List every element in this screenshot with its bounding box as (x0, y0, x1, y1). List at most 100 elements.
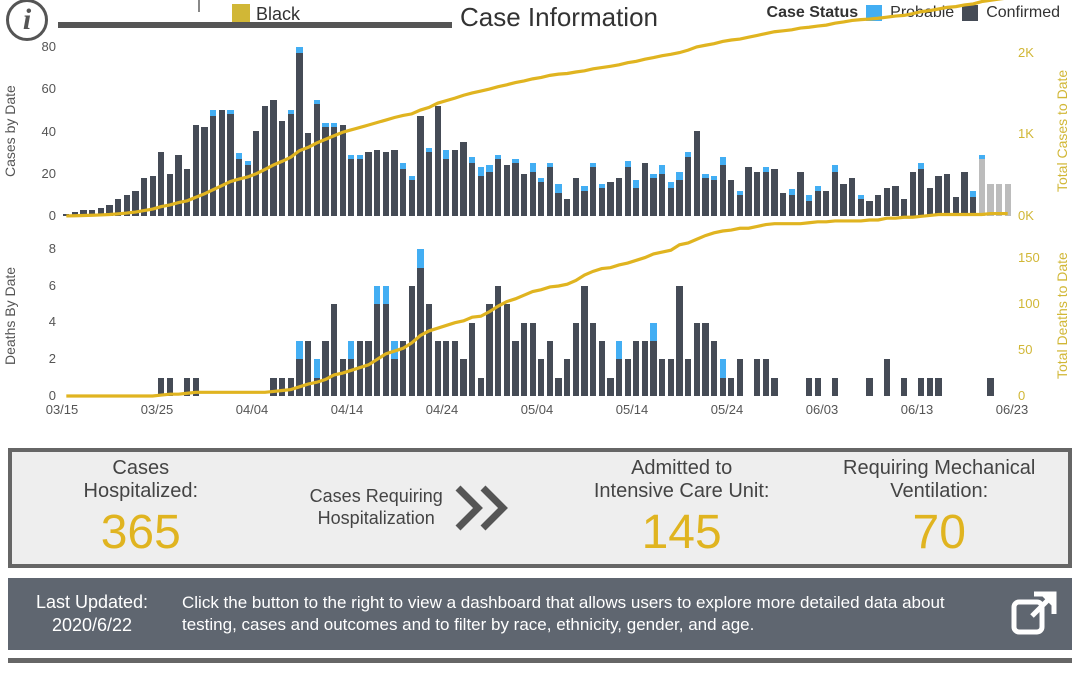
bar (987, 184, 993, 216)
bar (314, 100, 320, 216)
bar (728, 378, 734, 396)
bar (884, 188, 890, 216)
bar (409, 176, 415, 216)
bar (236, 152, 242, 216)
bar (530, 323, 536, 396)
bar (383, 286, 389, 396)
bar (305, 133, 311, 216)
bar (184, 378, 190, 396)
bar (607, 378, 613, 396)
bar (530, 163, 536, 216)
bar (815, 186, 821, 216)
bar (737, 359, 743, 396)
bar (849, 178, 855, 216)
bar (417, 249, 423, 396)
bar (331, 304, 337, 396)
bar (771, 378, 777, 396)
bar (573, 323, 579, 396)
page-title: Case Information (460, 2, 658, 33)
bar (590, 323, 596, 396)
external-link-icon[interactable] (1010, 590, 1058, 638)
bar (650, 174, 656, 216)
bar (711, 176, 717, 216)
bar (63, 214, 69, 216)
header: i Black Case Information Case Status Pro… (0, 0, 1080, 34)
bar (409, 286, 415, 396)
bar (702, 323, 708, 396)
bar (245, 161, 251, 216)
deaths-y2-label: Total Deaths to Date (1054, 236, 1072, 396)
bar (720, 359, 726, 396)
bar (659, 359, 665, 396)
bar (555, 378, 561, 396)
bar (840, 184, 846, 216)
bar (288, 378, 294, 396)
stat-middle: Cases RequiringHospitalization (270, 483, 553, 533)
bar (98, 208, 104, 216)
bar (935, 378, 941, 396)
bar (754, 359, 760, 396)
bar (797, 172, 803, 216)
bar (884, 359, 890, 396)
bar (219, 110, 225, 216)
bar (737, 191, 743, 216)
mid-t1: Cases Requiring (310, 486, 443, 506)
bar (400, 341, 406, 396)
bar (521, 323, 527, 396)
bar (504, 165, 510, 216)
bar (538, 359, 544, 396)
bar (72, 212, 78, 216)
bar (1005, 184, 1011, 216)
vent-t2: Ventilation: (890, 480, 988, 502)
bar (512, 159, 518, 216)
bar (400, 163, 406, 216)
bar (927, 378, 933, 396)
stat-vent: Requiring MechanicalVentilation: 70 (810, 457, 1068, 560)
bar (832, 165, 838, 216)
status-label: Case Status (767, 4, 859, 22)
bar (253, 131, 259, 216)
bar (573, 178, 579, 216)
info-icon[interactable]: i (6, 0, 48, 41)
bar (167, 378, 173, 396)
bar (460, 359, 466, 396)
bar (694, 323, 700, 396)
bar (642, 163, 648, 216)
bar (875, 195, 881, 216)
bar (685, 152, 691, 216)
bar (728, 180, 734, 216)
bar (150, 176, 156, 216)
icu-t1: Admitted to (631, 457, 732, 479)
bar (555, 184, 561, 216)
bar (80, 210, 86, 216)
bar (132, 191, 138, 216)
bar (633, 180, 639, 216)
bar (435, 341, 441, 396)
bar (374, 286, 380, 396)
bar (262, 106, 268, 216)
bar (676, 172, 682, 216)
bar (469, 157, 475, 216)
header-tick (198, 0, 200, 12)
bar (599, 184, 605, 216)
bar (668, 359, 674, 396)
bar (478, 167, 484, 216)
hosp-t2: Hospitalized: (84, 480, 199, 502)
bar (184, 169, 190, 216)
stat-icu: Admitted toIntensive Care Unit: 145 (553, 457, 811, 560)
bar (806, 378, 812, 396)
bar (711, 341, 717, 396)
vent-t1: Requiring Mechanical (843, 457, 1035, 479)
bar (564, 199, 570, 216)
bar (504, 304, 510, 396)
bar (296, 47, 302, 216)
bar (901, 378, 907, 396)
bar (694, 131, 700, 216)
icu-num: 145 (553, 505, 811, 560)
bar (124, 195, 130, 216)
bar (944, 174, 950, 216)
bar (288, 110, 294, 216)
bar (322, 123, 328, 216)
bar (210, 110, 216, 216)
bar (417, 116, 423, 216)
